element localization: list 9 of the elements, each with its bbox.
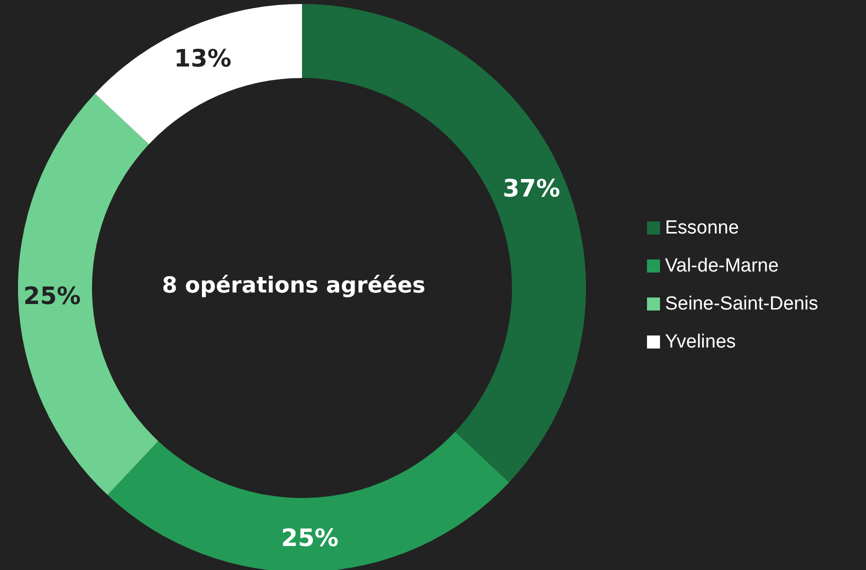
data-label: 13% [174, 44, 232, 73]
legend-label: Yvelines [665, 332, 736, 352]
legend-label: Seine-Saint-Denis [665, 294, 818, 314]
data-label: 25% [281, 524, 339, 552]
legend-label: Essonne [665, 218, 739, 238]
data-label: 37% [502, 174, 560, 203]
data-label: 25% [23, 282, 81, 310]
text: 8 opérations agréées [162, 274, 426, 298]
legend-label: Val-de-Marne [665, 256, 779, 276]
